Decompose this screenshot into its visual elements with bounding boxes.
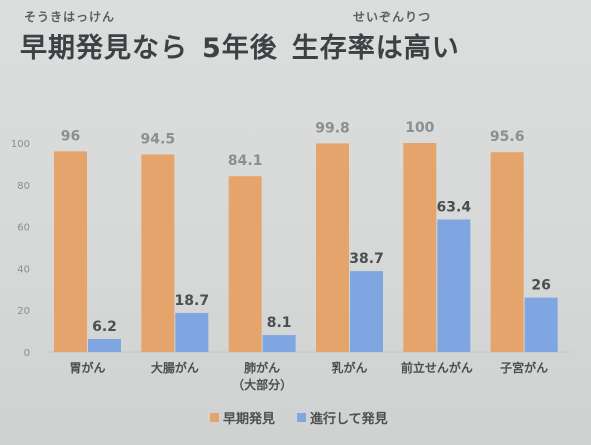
category-label-1: 大腸がん [151,360,199,375]
bar-advanced-2 [262,335,296,352]
value-label-advanced-4: 63.4 [437,199,472,215]
y-tick-label-60: 60 [17,223,30,234]
value-label-advanced-2: 8.1 [267,315,292,331]
bar-advanced-1 [175,312,209,352]
bar-advanced-0 [88,339,121,352]
value-label-advanced-0: 6.2 [92,319,117,335]
bar-early-1 [141,154,175,352]
title-ruby-seizonritsu: せいぞんりつ [353,10,432,24]
bar-advanced-4 [437,219,471,352]
page-title: 早期発見なら 5年後 生存率は高い [20,26,460,65]
value-label-advanced-3: 38.7 [349,251,384,267]
title-part-early-detection: 早期発見なら [20,33,188,64]
bar-advanced-3 [350,271,383,352]
value-label-advanced-1: 18.7 [175,293,210,309]
value-label-early-1: 94.5 [141,131,176,147]
bar-advanced-5 [524,297,558,352]
chart-legend: 早期発見 進行して発見 [210,408,388,427]
value-label-early-3: 99.8 [315,120,350,136]
y-tick-label-20: 20 [17,306,30,317]
category-label-5: 子宮がん [500,360,548,375]
category-label-0: 胃がん [69,360,105,375]
bar-early-2 [228,176,262,352]
title-ruby-soukihakken: そうきはっけん [24,10,116,24]
title-part-five-years: 5年後 [202,33,278,64]
category-label-4: 前立せんがん [401,360,473,375]
category-label-3: 乳がん [331,360,367,375]
legend-swatch-early [210,413,219,422]
y-tick-label-100: 100 [11,139,30,150]
category-label-2-line-1: （大部分） [232,377,292,392]
category-label-2-line-0: 肺がん [244,360,280,375]
title-part-survival: 生存率は高い [291,33,460,64]
legend-label-advanced: 進行して発見 [310,412,388,427]
bar-early-3 [316,143,349,352]
bar-early-5 [490,152,524,352]
bar-early-4 [403,143,437,352]
y-tick-label-80: 80 [17,181,30,192]
value-label-early-0: 96 [61,128,80,144]
legend-swatch-advanced [297,413,307,422]
legend-label-early: 早期発見 [223,412,276,427]
value-label-early-4: 100 [405,120,434,136]
y-tick-label-0: 0 [24,348,30,359]
value-label-advanced-5: 26 [531,278,550,294]
legend-item-early: 早期発見 [210,408,275,427]
value-label-early-5: 95.6 [490,129,525,145]
value-label-early-2: 84.1 [228,153,263,169]
bar-early-0 [54,151,87,352]
legend-item-advanced: 進行して発見 [297,408,388,427]
y-tick-label-40: 40 [17,264,30,275]
